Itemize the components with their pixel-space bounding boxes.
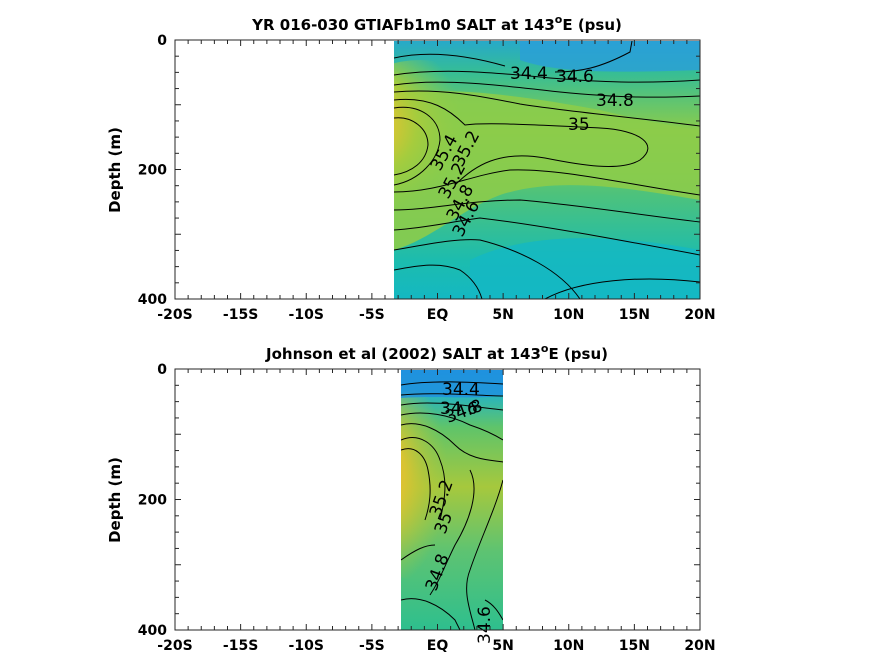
- contour-line: [394, 217, 700, 256]
- contour-line: [394, 70, 700, 83]
- contour-line: [401, 381, 503, 386]
- contour-label: 34.6: [475, 606, 495, 644]
- contour-line: [429, 469, 475, 596]
- contour-line: [401, 412, 503, 441]
- contour-label: 34.4: [442, 380, 480, 400]
- x-tick-label: 15N: [619, 307, 650, 323]
- contour-line: [394, 264, 483, 299]
- x-tick-label: 10N: [553, 307, 584, 323]
- panel-2-title-main: Johnson et al (2002) SALT at 143: [265, 345, 541, 363]
- panel-1-salinity-field: [394, 41, 700, 299]
- contour-line: [394, 53, 506, 67]
- contour-line: [394, 106, 441, 186]
- contour-line: [401, 598, 461, 630]
- contour-line: [401, 544, 436, 561]
- panel-2-title: Johnson et al (2002) SALT at 143oE (psu): [265, 342, 608, 363]
- contour-line: [401, 402, 503, 411]
- contour-line: [394, 169, 700, 196]
- y-tick-label: 200: [138, 163, 167, 179]
- panel-1-field-deep: [470, 238, 700, 299]
- x-tick-label: -20S: [157, 307, 192, 323]
- contour-label: 34.6: [556, 67, 594, 87]
- contour-line: [394, 239, 581, 299]
- contour-line: [394, 81, 700, 98]
- contour-line: [401, 448, 431, 521]
- panel-1-ylabel: Depth (m): [106, 127, 124, 213]
- x-tick-label: EQ: [427, 638, 449, 654]
- contour-line: [401, 423, 503, 463]
- panel-2-field-fresh-top: [401, 370, 503, 398]
- contour-label: 35: [568, 115, 590, 135]
- y-tick-label: 0: [157, 33, 167, 49]
- x-tick-label: 5N: [492, 307, 513, 323]
- panel-2-ylabel: Depth (m): [106, 457, 124, 543]
- x-tick-label: 5N: [492, 638, 513, 654]
- contour-line: [484, 599, 503, 621]
- x-tick-label: -10S: [289, 638, 324, 654]
- contour-line: [401, 393, 503, 397]
- contour-label: 34.8: [596, 91, 634, 111]
- panel-1: YR 016-030 GTIAFb1m0 SALT at 143oE (psu): [106, 13, 716, 323]
- panel-1-ticks: -20S -15S -10S -5S EQ 5N 10N 15N 20N 0 200 400: [138, 33, 716, 323]
- x-tick-label: EQ: [427, 307, 449, 323]
- contour-label: 34.6: [440, 399, 478, 419]
- panel-1-title: YR 016-030 GTIAFb1m0 SALT at 143oE (psu): [251, 13, 622, 34]
- x-tick-label: -5S: [359, 307, 385, 323]
- x-tick-label: -10S: [289, 307, 324, 323]
- panel-1-title-suffix: E (psu): [562, 16, 622, 34]
- x-tick-label: -5S: [359, 638, 385, 654]
- panel-2-salinity-field: [401, 370, 503, 630]
- panel-1-contours: [394, 41, 700, 299]
- panel-1-title-main: YR 016-030 GTIAFb1m0 SALT at 143: [251, 16, 555, 34]
- panel-2-title-degree: o: [541, 342, 549, 355]
- contour-line: [394, 90, 700, 127]
- panel-2-contours: [401, 381, 503, 630]
- x-tick-label: -15S: [223, 307, 258, 323]
- contour-line: [394, 98, 649, 186]
- x-tick-label: 15N: [619, 638, 650, 654]
- contour-line: [466, 479, 503, 630]
- y-tick-label: 400: [138, 292, 167, 308]
- panel-1-field-fresh-top: [520, 41, 700, 72]
- panel-2: Johnson et al (2002) SALT at 143oE (psu): [106, 342, 716, 654]
- contour-line: [394, 199, 700, 223]
- contour-line: [394, 117, 429, 176]
- x-tick-label: -20S: [157, 638, 192, 654]
- contour-line: [554, 41, 633, 73]
- x-tick-label: 20N: [684, 638, 715, 654]
- contour-label: 34.4: [510, 64, 548, 84]
- x-tick-label: 20N: [684, 307, 715, 323]
- y-tick-label: 400: [138, 623, 167, 639]
- x-tick-label: -15S: [223, 638, 258, 654]
- panel-2-title-suffix: E (psu): [548, 345, 608, 363]
- panel-1-contour-labels: 34.4 34.6 34.8 35 35.2 35.4 35.2 34.8 34…: [427, 64, 634, 240]
- y-tick-label: 0: [157, 362, 167, 378]
- panel-1-title-degree: o: [555, 13, 563, 26]
- panel-2-field-core: [401, 390, 470, 580]
- panel-1-field-core: [394, 60, 515, 230]
- contour-line: [401, 437, 446, 521]
- y-tick-label: 200: [138, 493, 167, 509]
- contour-line: [544, 278, 700, 299]
- panel-2-ticks: -20S -15S -10S -5S EQ 5N 10N 15N 20N 0 200 400: [138, 362, 716, 654]
- x-tick-label: 10N: [553, 638, 584, 654]
